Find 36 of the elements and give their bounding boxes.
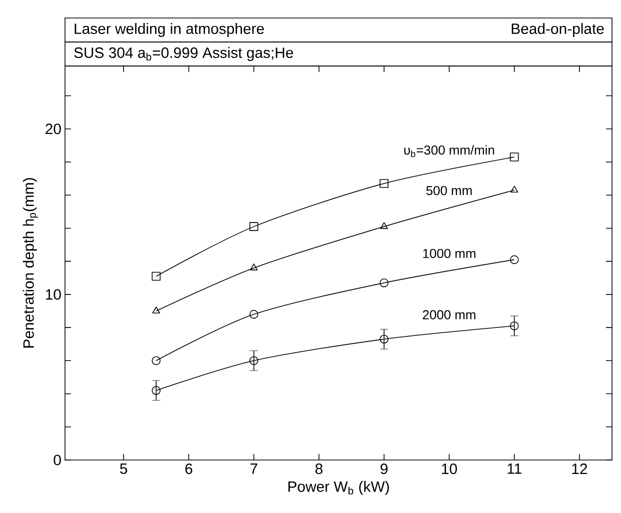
x-tick-label: 9 [380, 464, 388, 474]
point [510, 186, 518, 193]
x-tick-label: 5 [120, 464, 128, 474]
point [249, 310, 258, 319]
x-tick-label: 6 [185, 464, 192, 474]
x-tick-label: 11 [508, 464, 522, 474]
point [380, 334, 388, 344]
y-axis-title: Penetration depth h$_{p}$(mm) [22, 178, 38, 348]
point [380, 278, 388, 288]
point [152, 386, 161, 395]
point [250, 264, 258, 270]
point [152, 356, 161, 366]
x-tick-label: 12 [572, 464, 588, 474]
series-label: 500 mm [426, 186, 472, 196]
y-tick-label: 10 [46, 289, 61, 300]
y-tick-label: 0 [54, 454, 61, 466]
point [380, 222, 388, 229]
point [510, 255, 519, 264]
point [152, 272, 161, 281]
point [510, 321, 519, 330]
chart-title: Laser welding in atmosphere [74, 23, 264, 37]
point [510, 152, 519, 162]
x-axis-title: Power W$_{b}$ (kW) [288, 480, 389, 495]
series-label: 1000 mm [423, 248, 476, 258]
series-label: υ$_{b}$=300 mm/min [404, 145, 494, 158]
y-tick-label: 20 [46, 124, 61, 134]
point [249, 356, 258, 366]
chart-subtitle: SUS 304 a$_{b}$=0.999 Assist gas;He [74, 47, 294, 61]
x-tick-label: 8 [315, 464, 322, 474]
point [152, 306, 160, 314]
series-label: 2000 mm [422, 310, 476, 320]
point [249, 222, 258, 231]
x-tick-label: 7 [250, 464, 258, 474]
point [380, 179, 388, 188]
text: Bead-on-plate [512, 23, 604, 37]
x-tick-label: 10 [442, 464, 457, 474]
